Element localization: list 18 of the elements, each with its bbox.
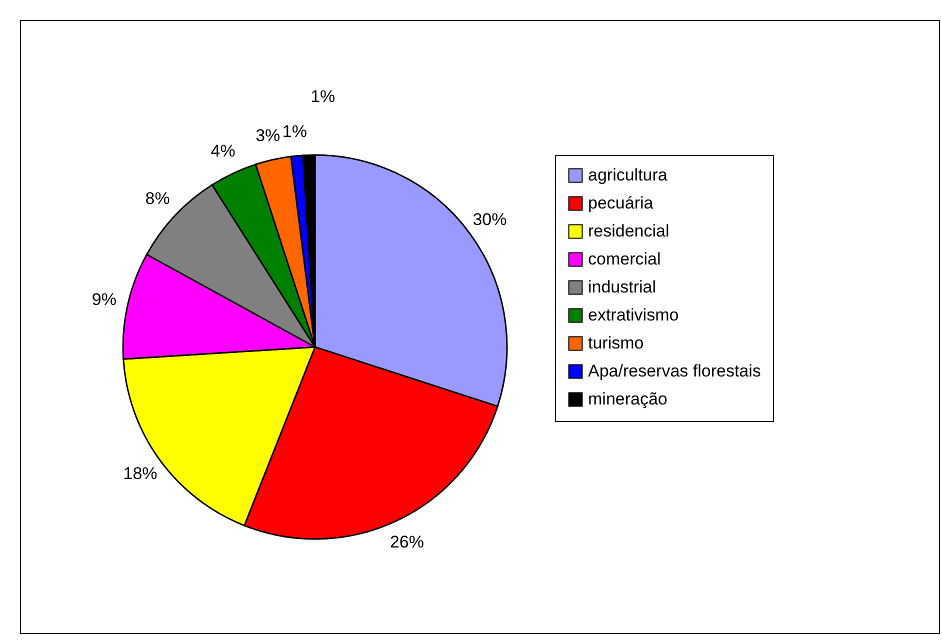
data-label: 30% bbox=[472, 210, 507, 230]
legend-label: agricultura bbox=[588, 166, 668, 184]
legend-label: mineração bbox=[588, 390, 668, 408]
legend-label: comercial bbox=[588, 250, 661, 268]
data-label: 26% bbox=[390, 532, 424, 552]
legend-label: residencial bbox=[588, 222, 670, 240]
legend-label: industrial bbox=[588, 278, 656, 296]
data-label: 9% bbox=[92, 290, 116, 309]
legend-label: Apa/reservas florestais bbox=[588, 362, 761, 380]
data-label: 8% bbox=[145, 189, 170, 208]
data-label: 18% bbox=[123, 464, 158, 483]
legend-label: extrativismo bbox=[588, 306, 679, 324]
legend-label: pecuária bbox=[588, 194, 654, 212]
data-label: 1% bbox=[310, 87, 336, 106]
legend-label: turismo bbox=[588, 334, 644, 352]
data-label: 1% bbox=[282, 122, 307, 141]
data-label: 4% bbox=[210, 142, 236, 161]
data-label: 3% bbox=[256, 126, 280, 146]
